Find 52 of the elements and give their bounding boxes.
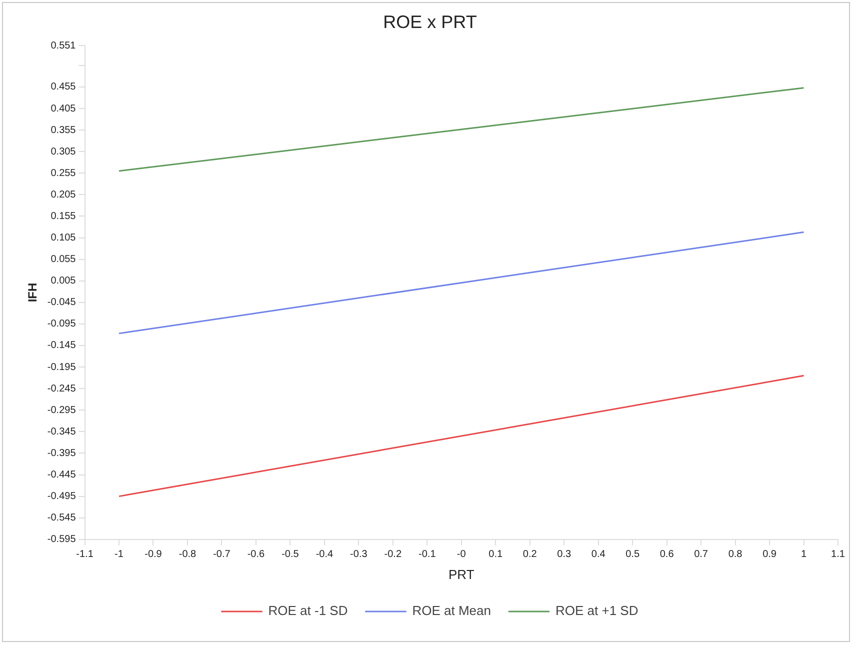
y-tick-label: -0.495 bbox=[47, 491, 76, 502]
y-axis-title: IFH bbox=[26, 282, 40, 302]
y-tick-label: 0.055 bbox=[50, 254, 76, 266]
x-tick-label: -0.9 bbox=[144, 549, 162, 560]
x-tick-label: -1.1 bbox=[76, 549, 94, 560]
legend-label: ROE at -1 SD bbox=[268, 603, 348, 618]
y-tick-label: -0.395 bbox=[47, 448, 76, 459]
x-tick-label: -0.3 bbox=[350, 549, 368, 560]
legend-label: ROE at Mean bbox=[412, 603, 492, 618]
y-tick-label: -0.345 bbox=[47, 426, 76, 438]
x-tick-label: -0 bbox=[456, 549, 466, 560]
x-tick-label: -0.5 bbox=[282, 549, 300, 560]
y-tick-label: 0.255 bbox=[50, 168, 76, 179]
x-tick-label: -0.6 bbox=[247, 549, 265, 560]
y-tick-label: -0.545 bbox=[47, 512, 76, 524]
x-axis-title: PRT bbox=[448, 566, 474, 582]
y-tick-label: -0.095 bbox=[47, 318, 76, 330]
x-tick-label: 1 bbox=[800, 549, 807, 560]
x-tick-label: 0.9 bbox=[762, 549, 777, 560]
x-tick-label: -0.7 bbox=[213, 549, 231, 560]
x-tick-label: 0.1 bbox=[488, 549, 503, 560]
y-tick-label: 0.205 bbox=[50, 189, 76, 200]
chart-title: ROE x PRT bbox=[383, 12, 477, 32]
y-tick-label: 0.305 bbox=[50, 146, 76, 158]
y-tick-label: -0.195 bbox=[47, 362, 76, 373]
y-tick-label: -0.245 bbox=[47, 383, 76, 394]
y-tick-label: -0.445 bbox=[47, 470, 76, 481]
y-tick-label: -0.045 bbox=[47, 297, 76, 308]
x-tick-label: 1.1 bbox=[831, 549, 846, 560]
y-tick-label: 0.155 bbox=[50, 210, 76, 222]
x-tick-label: 0.5 bbox=[626, 549, 640, 560]
legend-label: ROE at +1 SD bbox=[555, 603, 638, 618]
x-tick-label: 0.4 bbox=[591, 549, 606, 560]
x-tick-label: 0.7 bbox=[694, 549, 708, 560]
x-tick-label: 0.2 bbox=[522, 549, 538, 560]
y-tick-label: 0.455 bbox=[50, 82, 76, 93]
y-tick-label: 0.105 bbox=[50, 232, 76, 244]
x-tick-label: 0.3 bbox=[557, 549, 572, 560]
x-tick-label: -0.2 bbox=[384, 549, 402, 560]
y-tick-label: 0.005 bbox=[50, 276, 76, 287]
y-tick-label: 0.355 bbox=[50, 124, 76, 136]
y-tick-label: -0.595 bbox=[47, 534, 76, 546]
y-tick-label: -0.145 bbox=[47, 340, 76, 352]
x-tick-label: 0.8 bbox=[728, 549, 743, 560]
x-tick-label: -0.8 bbox=[178, 549, 197, 560]
y-tick-label: -0.295 bbox=[47, 404, 76, 416]
x-tick-label: 0.6 bbox=[660, 549, 674, 560]
x-tick-label: -1 bbox=[114, 549, 124, 560]
y-tick-label: 0.551 bbox=[50, 40, 76, 52]
y-tick-label: 0.405 bbox=[50, 103, 76, 114]
x-tick-label: -0.4 bbox=[316, 549, 334, 560]
x-tick-label: -0.1 bbox=[418, 549, 436, 560]
